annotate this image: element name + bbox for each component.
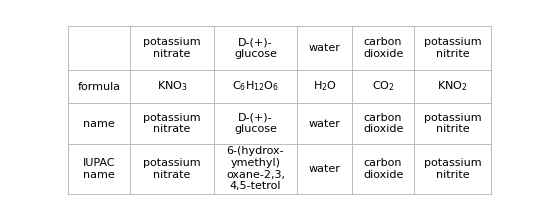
Text: potassium
nitrate: potassium nitrate	[143, 37, 201, 59]
Text: KNO$_3$: KNO$_3$	[156, 80, 187, 94]
Text: formula: formula	[77, 82, 120, 92]
Text: CO$_2$: CO$_2$	[372, 80, 395, 94]
Text: KNO$_2$: KNO$_2$	[437, 80, 468, 94]
Text: potassium
nitrate: potassium nitrate	[143, 158, 201, 180]
Text: potassium
nitrite: potassium nitrite	[423, 158, 481, 180]
Text: carbon
dioxide: carbon dioxide	[363, 113, 403, 134]
Text: potassium
nitrate: potassium nitrate	[143, 113, 201, 134]
Text: C$_6$H$_{12}$O$_6$: C$_6$H$_{12}$O$_6$	[232, 80, 279, 94]
Text: carbon
dioxide: carbon dioxide	[363, 37, 403, 59]
Text: name: name	[83, 119, 115, 129]
Text: D-(+)-
glucose: D-(+)- glucose	[234, 113, 277, 134]
Text: 6-(hydrox-
ymethyl)
oxane-2,3,
4,5-tetrol: 6-(hydrox- ymethyl) oxane-2,3, 4,5-tetro…	[226, 146, 285, 191]
Text: water: water	[308, 119, 341, 129]
Text: IUPAC
name: IUPAC name	[83, 158, 116, 180]
Text: carbon
dioxide: carbon dioxide	[363, 158, 403, 180]
Text: H$_2$O: H$_2$O	[313, 80, 337, 94]
Text: water: water	[308, 164, 341, 174]
Text: potassium
nitrite: potassium nitrite	[423, 37, 481, 59]
Text: potassium
nitrite: potassium nitrite	[423, 113, 481, 134]
Text: water: water	[308, 43, 341, 53]
Text: D-(+)-
glucose: D-(+)- glucose	[234, 37, 277, 59]
